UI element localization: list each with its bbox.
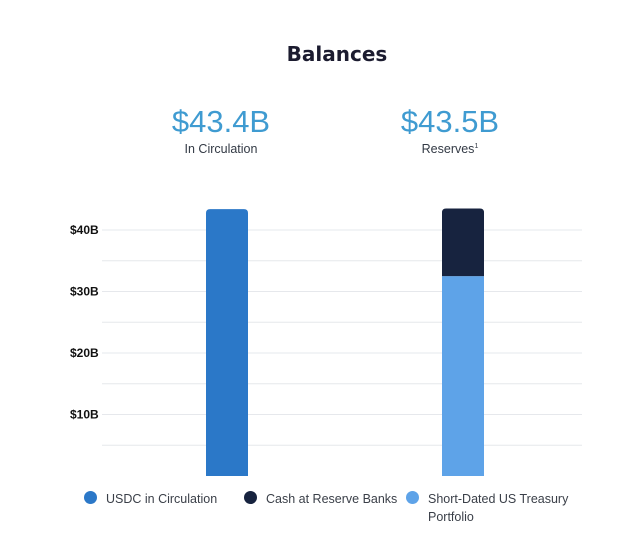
bar-segment-short-dated-us-treasury-portfolio	[442, 276, 484, 476]
bar-segment-usdc-in-circulation	[206, 209, 248, 476]
circulation-value: $43.4B	[171, 104, 271, 139]
legend: USDC in Circulation Cash at Reserve Bank…	[84, 490, 604, 530]
legend-item-cash: Cash at Reserve Banks	[244, 490, 397, 508]
bar-segment-cash-at-reserve-banks	[442, 208, 484, 277]
legend-dot-treasury	[406, 491, 419, 504]
circulation-stat: $43.4B In Circulation	[121, 104, 321, 156]
y-tick-label: $10B	[70, 408, 99, 422]
gridlines	[102, 229, 582, 446]
y-tick-label: $30B	[70, 285, 99, 299]
reserves-stat: $43.5B Reserves1	[350, 104, 550, 156]
reserves-label: Reserves1	[421, 142, 479, 156]
y-tick-label: $40B	[70, 223, 99, 237]
chart-title: Balances	[286, 42, 388, 66]
legend-label-cash: Cash at Reserve Banks	[266, 492, 398, 506]
legend-label-treasury: Short-Dated US Treasury Portfolio	[428, 492, 569, 524]
legend-item-usdc: USDC in Circulation	[84, 490, 217, 508]
legend-dot-cash	[244, 491, 257, 504]
reserves-value: $43.5B	[400, 104, 500, 139]
circulation-label: In Circulation	[184, 142, 258, 156]
y-tick-label: $20B	[70, 346, 99, 360]
y-axis-ticks: $10B $20B $30B $40B	[70, 223, 99, 422]
legend-label-usdc: USDC in Circulation	[106, 492, 218, 506]
reserves-footnote-marker: 1	[474, 143, 479, 150]
legend-item-treasury: Short-Dated US Treasury Portfolio	[406, 490, 576, 526]
bars	[206, 208, 484, 476]
legend-dot-usdc	[84, 491, 97, 504]
